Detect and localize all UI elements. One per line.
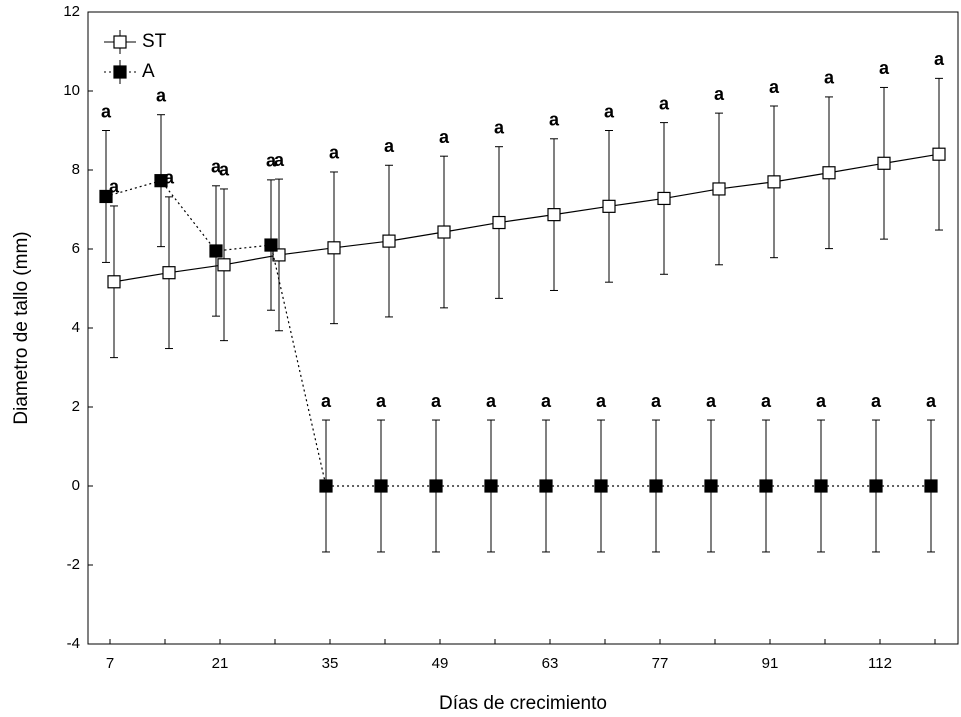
- significance-letter: a: [824, 68, 835, 88]
- significance-letter: a: [604, 101, 615, 121]
- marker: [264, 238, 278, 252]
- y-tick-label: -4: [67, 635, 80, 652]
- marker: [484, 479, 498, 493]
- marker: [759, 479, 773, 493]
- marker: [602, 199, 616, 213]
- y-tick-label: 2: [72, 398, 80, 415]
- significance-letter: a: [101, 101, 112, 121]
- marker: [162, 266, 176, 280]
- x-tick-label: 77: [652, 655, 669, 672]
- legend-label: ST: [142, 31, 167, 52]
- significance-letter: a: [761, 391, 772, 411]
- legend-marker: [113, 35, 127, 49]
- legend-label: A: [142, 61, 155, 82]
- significance-letter: a: [376, 391, 387, 411]
- significance-letter: a: [266, 151, 277, 171]
- y-tick-label: 0: [72, 477, 80, 494]
- y-axis-label: Diametro de tallo (mm): [11, 231, 32, 424]
- significance-letter: a: [541, 391, 552, 411]
- marker: [217, 258, 231, 272]
- marker: [932, 147, 946, 161]
- legend-marker: [113, 65, 127, 79]
- significance-letter: a: [219, 160, 230, 180]
- significance-letter: a: [329, 143, 340, 163]
- x-tick-label: 21: [212, 655, 229, 672]
- marker: [382, 234, 396, 248]
- plot-frame: [87, 11, 959, 645]
- y-tick-label: 8: [72, 161, 80, 178]
- significance-letter: a: [431, 391, 442, 411]
- significance-letter: a: [211, 157, 222, 177]
- significance-letter: a: [871, 391, 882, 411]
- x-tick-label: 35: [322, 655, 339, 672]
- significance-letter: a: [486, 391, 497, 411]
- significance-letter: a: [109, 177, 120, 197]
- significance-letter: a: [384, 136, 395, 156]
- significance-letter: a: [549, 110, 560, 130]
- x-tick-label: 63: [542, 655, 559, 672]
- marker: [594, 479, 608, 493]
- marker: [327, 241, 341, 255]
- y-tick-label: 12: [63, 3, 80, 20]
- significance-letter: a: [274, 150, 285, 170]
- x-tick-label: 91: [762, 655, 779, 672]
- significance-letter: a: [494, 117, 505, 137]
- y-tick-label: -2: [67, 556, 80, 573]
- series-line: [105, 179, 931, 487]
- marker: [869, 479, 883, 493]
- marker: [107, 275, 121, 289]
- x-tick-label: 7: [106, 655, 114, 672]
- marker: [924, 479, 938, 493]
- marker: [704, 479, 718, 493]
- significance-letter: a: [659, 93, 670, 113]
- marker: [657, 191, 671, 206]
- significance-letter: a: [156, 85, 167, 105]
- marker: [877, 156, 891, 170]
- x-tick-label: 49: [432, 655, 449, 672]
- marker: [767, 175, 781, 189]
- y-tick-label: 4: [72, 319, 80, 336]
- marker: [437, 225, 451, 239]
- marker: [712, 182, 726, 196]
- marker: [319, 479, 333, 493]
- marker: [492, 215, 506, 230]
- significance-letter: a: [596, 391, 607, 411]
- y-tick-label: 6: [72, 240, 80, 257]
- marker: [814, 479, 828, 493]
- marker: [99, 189, 113, 204]
- significance-letter: a: [769, 77, 780, 97]
- significance-letter: a: [714, 84, 725, 104]
- marker: [374, 479, 388, 493]
- significance-letter: a: [706, 391, 717, 411]
- marker: [649, 479, 663, 493]
- marker: [822, 166, 836, 180]
- marker: [547, 208, 561, 222]
- marker: [539, 479, 553, 493]
- significance-letter: a: [651, 391, 662, 411]
- marker: [429, 479, 443, 493]
- marker: [209, 244, 223, 258]
- series-line: [113, 153, 940, 283]
- significance-letter: a: [934, 49, 945, 69]
- significance-letter: a: [926, 391, 937, 411]
- x-tick-label: 112: [868, 655, 892, 672]
- significance-letter: a: [321, 391, 332, 411]
- significance-letter: a: [164, 168, 175, 188]
- x-axis-label: Días de crecimiento: [439, 693, 607, 714]
- significance-letter: a: [439, 127, 450, 147]
- marker: [154, 174, 168, 188]
- significance-letter: a: [816, 391, 827, 411]
- significance-letter: a: [879, 58, 890, 78]
- y-tick-label: 10: [63, 82, 80, 99]
